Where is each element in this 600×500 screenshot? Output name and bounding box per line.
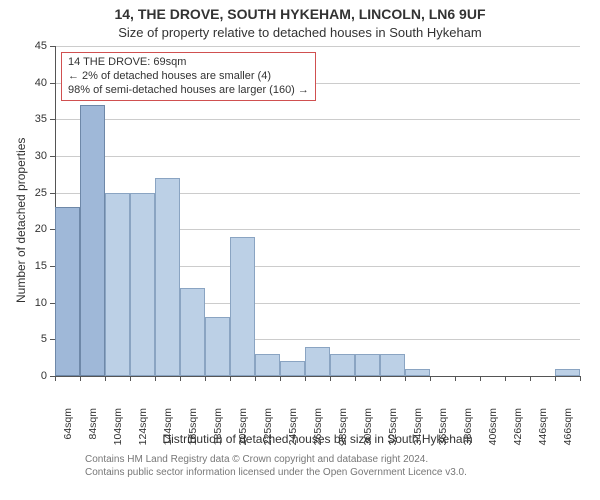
x-tick-label: 165sqm bbox=[187, 408, 199, 456]
annotation-line2: ← 2% of detached houses are smaller (4) bbox=[68, 70, 309, 84]
x-tick-label: 406sqm bbox=[487, 408, 499, 456]
page-title: 14, THE DROVE, SOUTH HYKEHAM, LINCOLN, L… bbox=[0, 0, 600, 23]
x-tick bbox=[455, 376, 456, 381]
x-tick-label: 185sqm bbox=[212, 408, 224, 456]
chart-container: 14, THE DROVE, SOUTH HYKEHAM, LINCOLN, L… bbox=[0, 0, 600, 500]
y-tick-label: 10 bbox=[17, 297, 47, 309]
y-tick-label: 45 bbox=[17, 40, 47, 52]
histogram-bar bbox=[280, 361, 305, 376]
x-tick-label: 64sqm bbox=[62, 408, 74, 456]
y-tick-label: 25 bbox=[17, 187, 47, 199]
x-tick bbox=[430, 376, 431, 381]
histogram-bar bbox=[80, 105, 105, 376]
histogram-bar bbox=[105, 193, 130, 376]
y-tick-label: 40 bbox=[17, 77, 47, 89]
x-tick bbox=[580, 376, 581, 381]
x-tick-label: 426sqm bbox=[512, 408, 524, 456]
x-tick bbox=[55, 376, 56, 381]
x-tick bbox=[180, 376, 181, 381]
x-tick bbox=[405, 376, 406, 381]
x-tick bbox=[105, 376, 106, 381]
x-tick bbox=[330, 376, 331, 381]
x-tick bbox=[205, 376, 206, 381]
page-subtitle: Size of property relative to detached ho… bbox=[0, 23, 600, 45]
histogram-bar bbox=[355, 354, 380, 376]
annotation-box: 14 THE DROVE: 69sqm← 2% of detached hous… bbox=[61, 52, 316, 101]
histogram-bar bbox=[380, 354, 405, 376]
histogram-bar bbox=[155, 178, 180, 376]
y-tick-label: 5 bbox=[17, 333, 47, 345]
gridline bbox=[55, 119, 580, 120]
y-tick-label: 30 bbox=[17, 150, 47, 162]
x-tick-label: 446sqm bbox=[537, 408, 549, 456]
histogram-bar bbox=[205, 317, 230, 376]
x-tick-label: 225sqm bbox=[262, 408, 274, 456]
annotation-line3: 98% of semi-detached houses are larger (… bbox=[68, 84, 309, 98]
x-tick bbox=[255, 376, 256, 381]
x-tick-label: 205sqm bbox=[237, 408, 249, 456]
x-tick-label: 466sqm bbox=[562, 408, 574, 456]
footnote-line2: Contains public sector information licen… bbox=[85, 467, 467, 480]
x-tick bbox=[555, 376, 556, 381]
histogram-bar bbox=[130, 193, 155, 376]
histogram-bar bbox=[55, 207, 80, 376]
y-tick-label: 0 bbox=[17, 370, 47, 382]
x-tick-label: 265sqm bbox=[312, 408, 324, 456]
x-tick-label: 84sqm bbox=[87, 408, 99, 456]
x-tick bbox=[505, 376, 506, 381]
gridline bbox=[55, 156, 580, 157]
x-tick-label: 305sqm bbox=[362, 408, 374, 456]
annotation-line1: 14 THE DROVE: 69sqm bbox=[68, 56, 309, 70]
histogram-bar bbox=[405, 369, 430, 376]
x-tick-label: 325sqm bbox=[387, 408, 399, 456]
x-tick-label: 245sqm bbox=[287, 408, 299, 456]
x-tick bbox=[380, 376, 381, 381]
x-tick bbox=[480, 376, 481, 381]
x-tick-label: 285sqm bbox=[337, 408, 349, 456]
x-tick bbox=[130, 376, 131, 381]
x-tick-label: 124sqm bbox=[137, 408, 149, 456]
x-tick-label: 345sqm bbox=[412, 408, 424, 456]
x-tick bbox=[230, 376, 231, 381]
x-tick-label: 386sqm bbox=[462, 408, 474, 456]
x-axis-line bbox=[55, 376, 580, 377]
histogram-bar bbox=[255, 354, 280, 376]
x-tick bbox=[155, 376, 156, 381]
y-tick-label: 35 bbox=[17, 113, 47, 125]
footnote: Contains HM Land Registry data © Crown c… bbox=[85, 454, 467, 479]
histogram-bar bbox=[180, 288, 205, 376]
x-tick bbox=[280, 376, 281, 381]
x-tick bbox=[305, 376, 306, 381]
x-tick-label: 365sqm bbox=[437, 408, 449, 456]
x-tick-label: 144sqm bbox=[162, 408, 174, 456]
gridline bbox=[55, 46, 580, 47]
histogram-bar bbox=[230, 237, 255, 376]
histogram-bar bbox=[555, 369, 580, 376]
x-tick bbox=[530, 376, 531, 381]
x-tick-label: 104sqm bbox=[112, 408, 124, 456]
plot-area: 14 THE DROVE: 69sqm← 2% of detached hous… bbox=[55, 46, 580, 376]
x-tick bbox=[355, 376, 356, 381]
y-tick-label: 15 bbox=[17, 260, 47, 272]
histogram-bar bbox=[305, 347, 330, 376]
y-axis-label: Number of detached properties bbox=[14, 138, 28, 303]
y-tick-label: 20 bbox=[17, 223, 47, 235]
x-tick bbox=[80, 376, 81, 381]
histogram-bar bbox=[330, 354, 355, 376]
